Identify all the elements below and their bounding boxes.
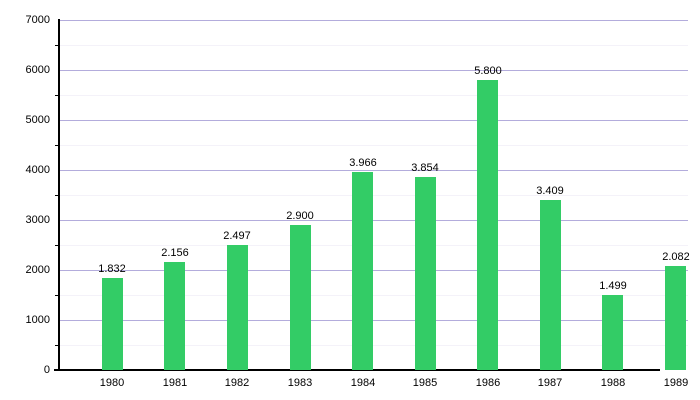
y-tick: [55, 245, 60, 246]
x-axis-label: 1988: [600, 377, 626, 389]
x-axis-line: [54, 369, 660, 371]
bar: [415, 177, 436, 370]
y-axis-label: 7000: [25, 14, 50, 26]
x-axis-label: 1981: [162, 377, 188, 389]
bar-value-label: 2.497: [223, 230, 251, 242]
x-axis-label: 1983: [287, 377, 313, 389]
gridline-major: [60, 270, 688, 271]
bar-value-label: 3.966: [349, 157, 377, 169]
gridline-minor: [60, 145, 688, 146]
y-tick: [55, 45, 60, 46]
y-tick: [55, 345, 60, 346]
gridline-major: [60, 320, 688, 321]
gridline-minor: [60, 295, 688, 296]
gridline-minor: [60, 345, 688, 346]
y-axis-label: 2000: [25, 264, 50, 276]
x-axis-label: 1982: [224, 377, 250, 389]
bar: [227, 245, 248, 370]
bar-value-label: 2.156: [161, 247, 189, 259]
bar-value-label: 3.409: [536, 185, 564, 197]
y-axis-label: 3000: [25, 214, 50, 226]
bar: [164, 262, 185, 370]
bar: [290, 225, 311, 370]
bar: [665, 266, 686, 370]
bar-value-label: 5.800: [474, 65, 502, 77]
gridline-minor: [60, 195, 688, 196]
bar: [477, 80, 498, 370]
x-axis-label: 1989: [663, 377, 689, 389]
bar: [540, 200, 561, 370]
bar-value-label: 2.082: [662, 251, 690, 263]
bar-value-label: 2.900: [286, 210, 314, 222]
gridline-major: [60, 120, 688, 121]
bar: [102, 278, 123, 370]
gridline-minor: [60, 245, 688, 246]
x-axis-label: 1985: [412, 377, 438, 389]
y-axis-label: 5000: [25, 114, 50, 126]
gridline-major: [60, 70, 688, 71]
x-axis-label: 1984: [350, 377, 376, 389]
y-axis-label: 6000: [25, 64, 50, 76]
bar-value-label: 3.854: [411, 162, 439, 174]
y-tick: [55, 145, 60, 146]
x-axis-label: 1980: [99, 377, 125, 389]
gridline-major: [60, 20, 688, 21]
x-axis-label: 1987: [537, 377, 563, 389]
y-tick: [55, 95, 60, 96]
bar-value-label: 1.832: [98, 263, 126, 275]
y-axis-label: 4000: [25, 164, 50, 176]
gridline-minor: [60, 45, 688, 46]
y-axis-label: 1000: [25, 314, 50, 326]
gridline-minor: [60, 95, 688, 96]
y-tick: [55, 195, 60, 196]
y-tick: [55, 295, 60, 296]
bar-value-label: 1.499: [599, 280, 627, 292]
x-axis-label: 1986: [475, 377, 501, 389]
bar: [602, 295, 623, 370]
gridline-major: [60, 220, 688, 221]
gridline-major: [60, 170, 688, 171]
bar: [352, 172, 373, 370]
y-axis-line: [58, 19, 60, 371]
y-axis-label: 0: [43, 364, 50, 376]
